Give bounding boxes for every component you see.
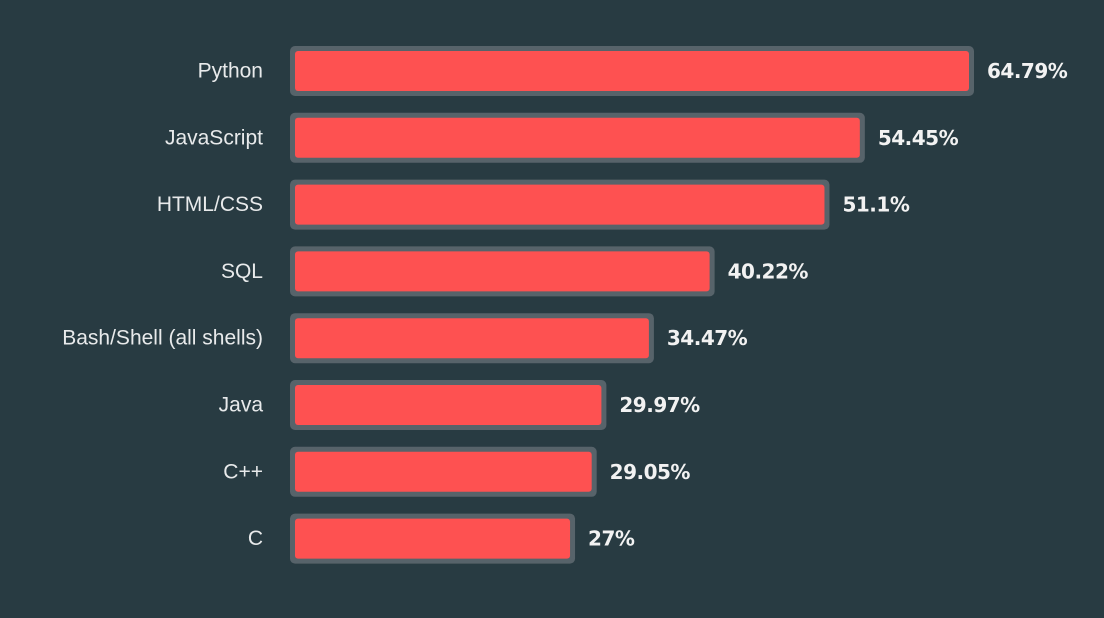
value-label: 54.45% xyxy=(878,126,959,150)
bar-sql xyxy=(295,251,710,292)
category-label: HTML/CSS xyxy=(157,193,263,216)
category-label: Bash/Shell (all shells) xyxy=(62,327,263,350)
category-label: Java xyxy=(219,394,264,417)
category-label: C++ xyxy=(223,460,263,483)
bar-bash-shell-all-shells xyxy=(295,318,649,359)
value-label: 51.1% xyxy=(842,193,909,217)
bars-group: Python 64.79% JavaScript 54.45% HTML/CSS 51.1… xyxy=(62,46,1068,564)
value-label: 40.22% xyxy=(728,259,809,283)
bar-html-css xyxy=(295,184,825,225)
value-label: 64.79% xyxy=(987,59,1068,83)
bar-c xyxy=(295,451,592,492)
category-label: JavaScript xyxy=(165,126,263,149)
value-label: 29.97% xyxy=(619,393,700,417)
category-label: SQL xyxy=(221,260,263,283)
value-label: 27% xyxy=(588,527,635,551)
bar-java xyxy=(295,385,602,425)
category-label: Python xyxy=(198,60,263,83)
bar-python xyxy=(295,51,969,91)
value-label: 34.47% xyxy=(667,326,748,350)
value-label: 29.05% xyxy=(610,460,691,484)
bar-c xyxy=(295,518,571,559)
category-label: C xyxy=(248,527,263,550)
bar-javascript xyxy=(295,117,860,158)
